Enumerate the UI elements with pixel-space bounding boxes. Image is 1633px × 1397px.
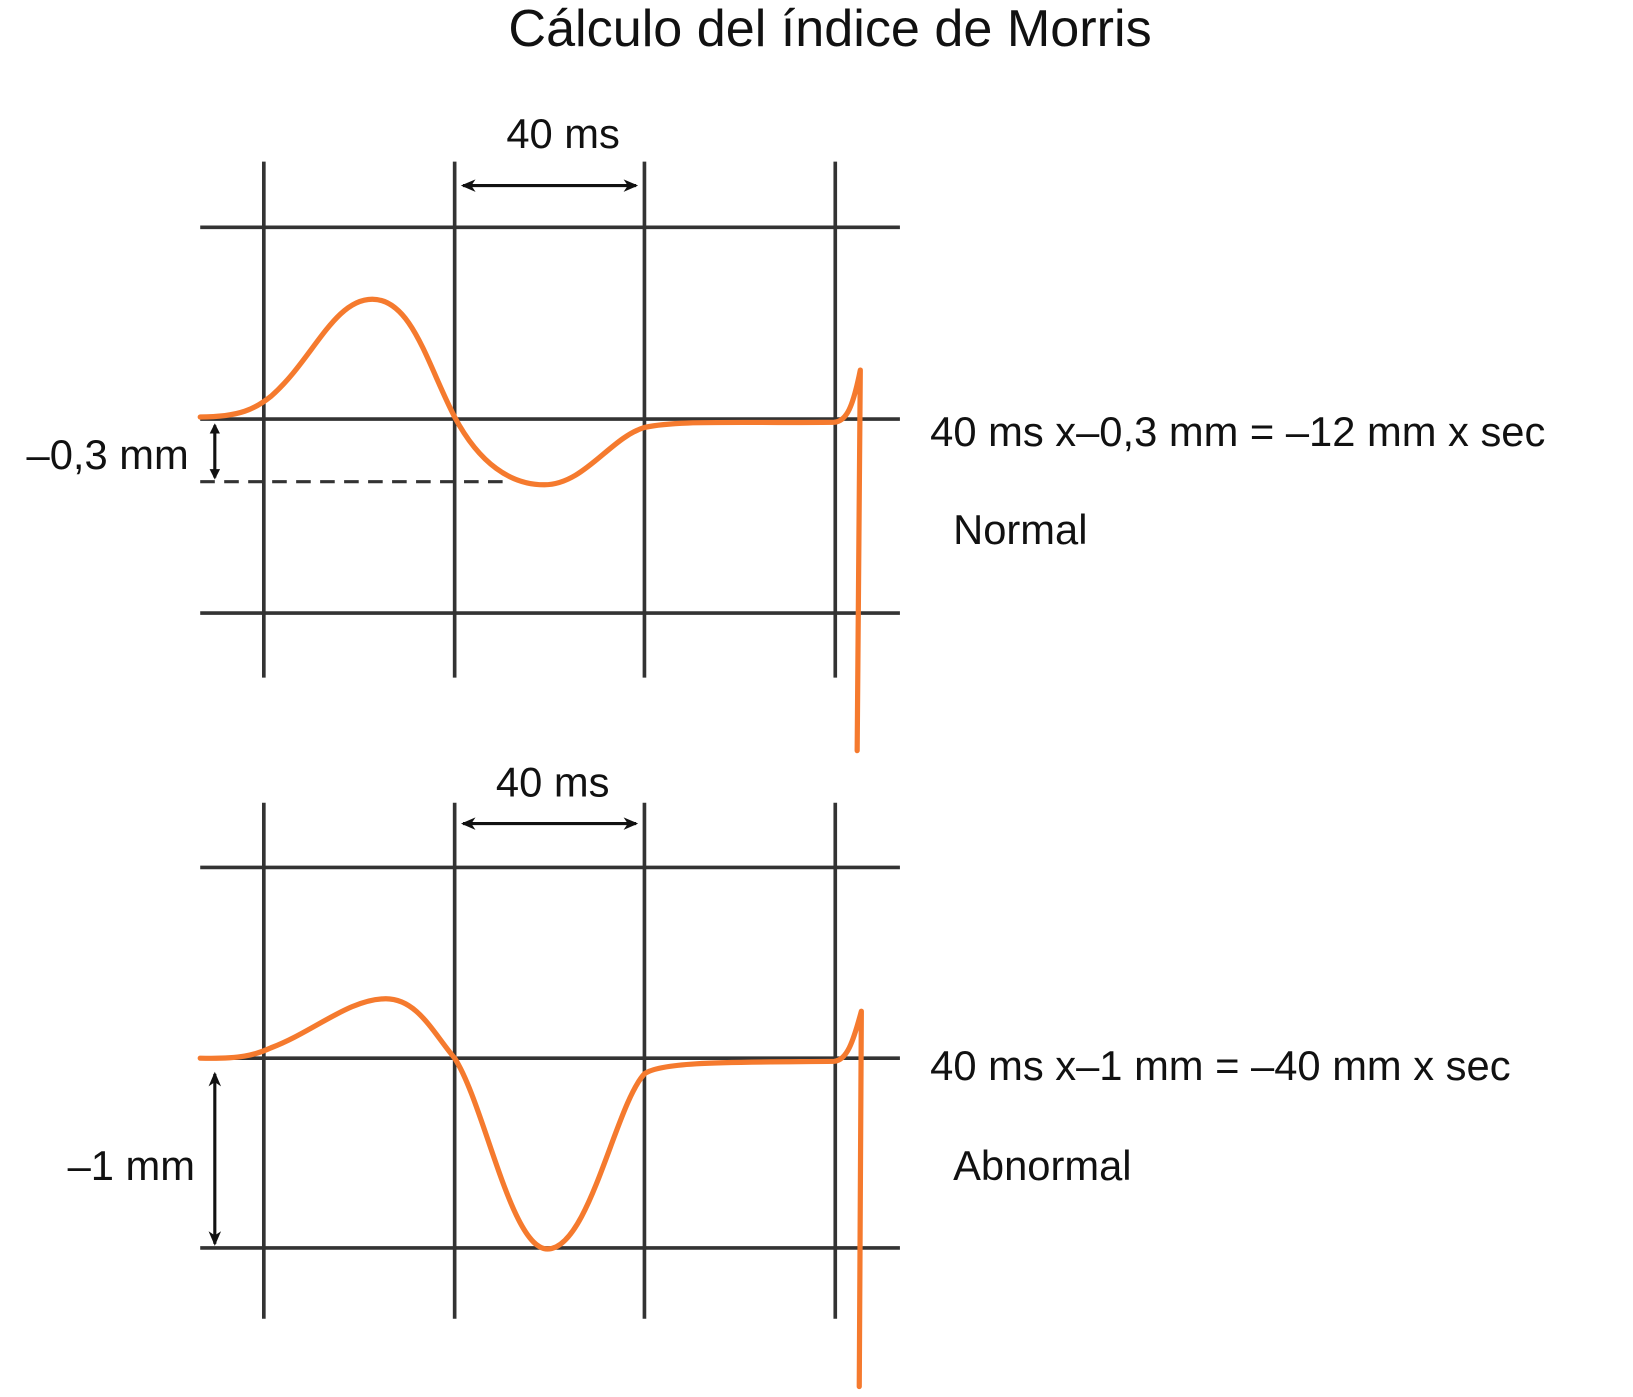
interval-label-abnormal: 40 ms xyxy=(496,759,610,806)
interval-label-normal: 40 ms xyxy=(506,110,620,157)
formula-normal: 40 ms x–0,3 mm = –12 mm x sec xyxy=(930,408,1545,455)
depth-label-normal: –0,3 mm xyxy=(27,431,189,478)
waveform-abnormal xyxy=(197,996,864,1390)
classification-normal: Normal xyxy=(953,506,1087,553)
diagram-title: Cálculo del índice de Morris xyxy=(508,0,1151,58)
grid-abnormal xyxy=(200,802,900,1319)
panel-normal: 40 ms –0,3 mm 40 ms x–0,3 mm = –12 mm x … xyxy=(27,110,1545,754)
depth-label-abnormal: –1 mm xyxy=(68,1142,195,1189)
classification-abnormal: Abnormal xyxy=(953,1142,1131,1189)
panel-abnormal: 40 ms –1 mm 40 ms x–1 mm = –40 mm x sec … xyxy=(68,759,1511,1390)
formula-abnormal: 40 ms x–1 mm = –40 mm x sec xyxy=(930,1042,1510,1089)
grid-normal xyxy=(200,161,900,678)
waveform-normal xyxy=(197,296,863,754)
